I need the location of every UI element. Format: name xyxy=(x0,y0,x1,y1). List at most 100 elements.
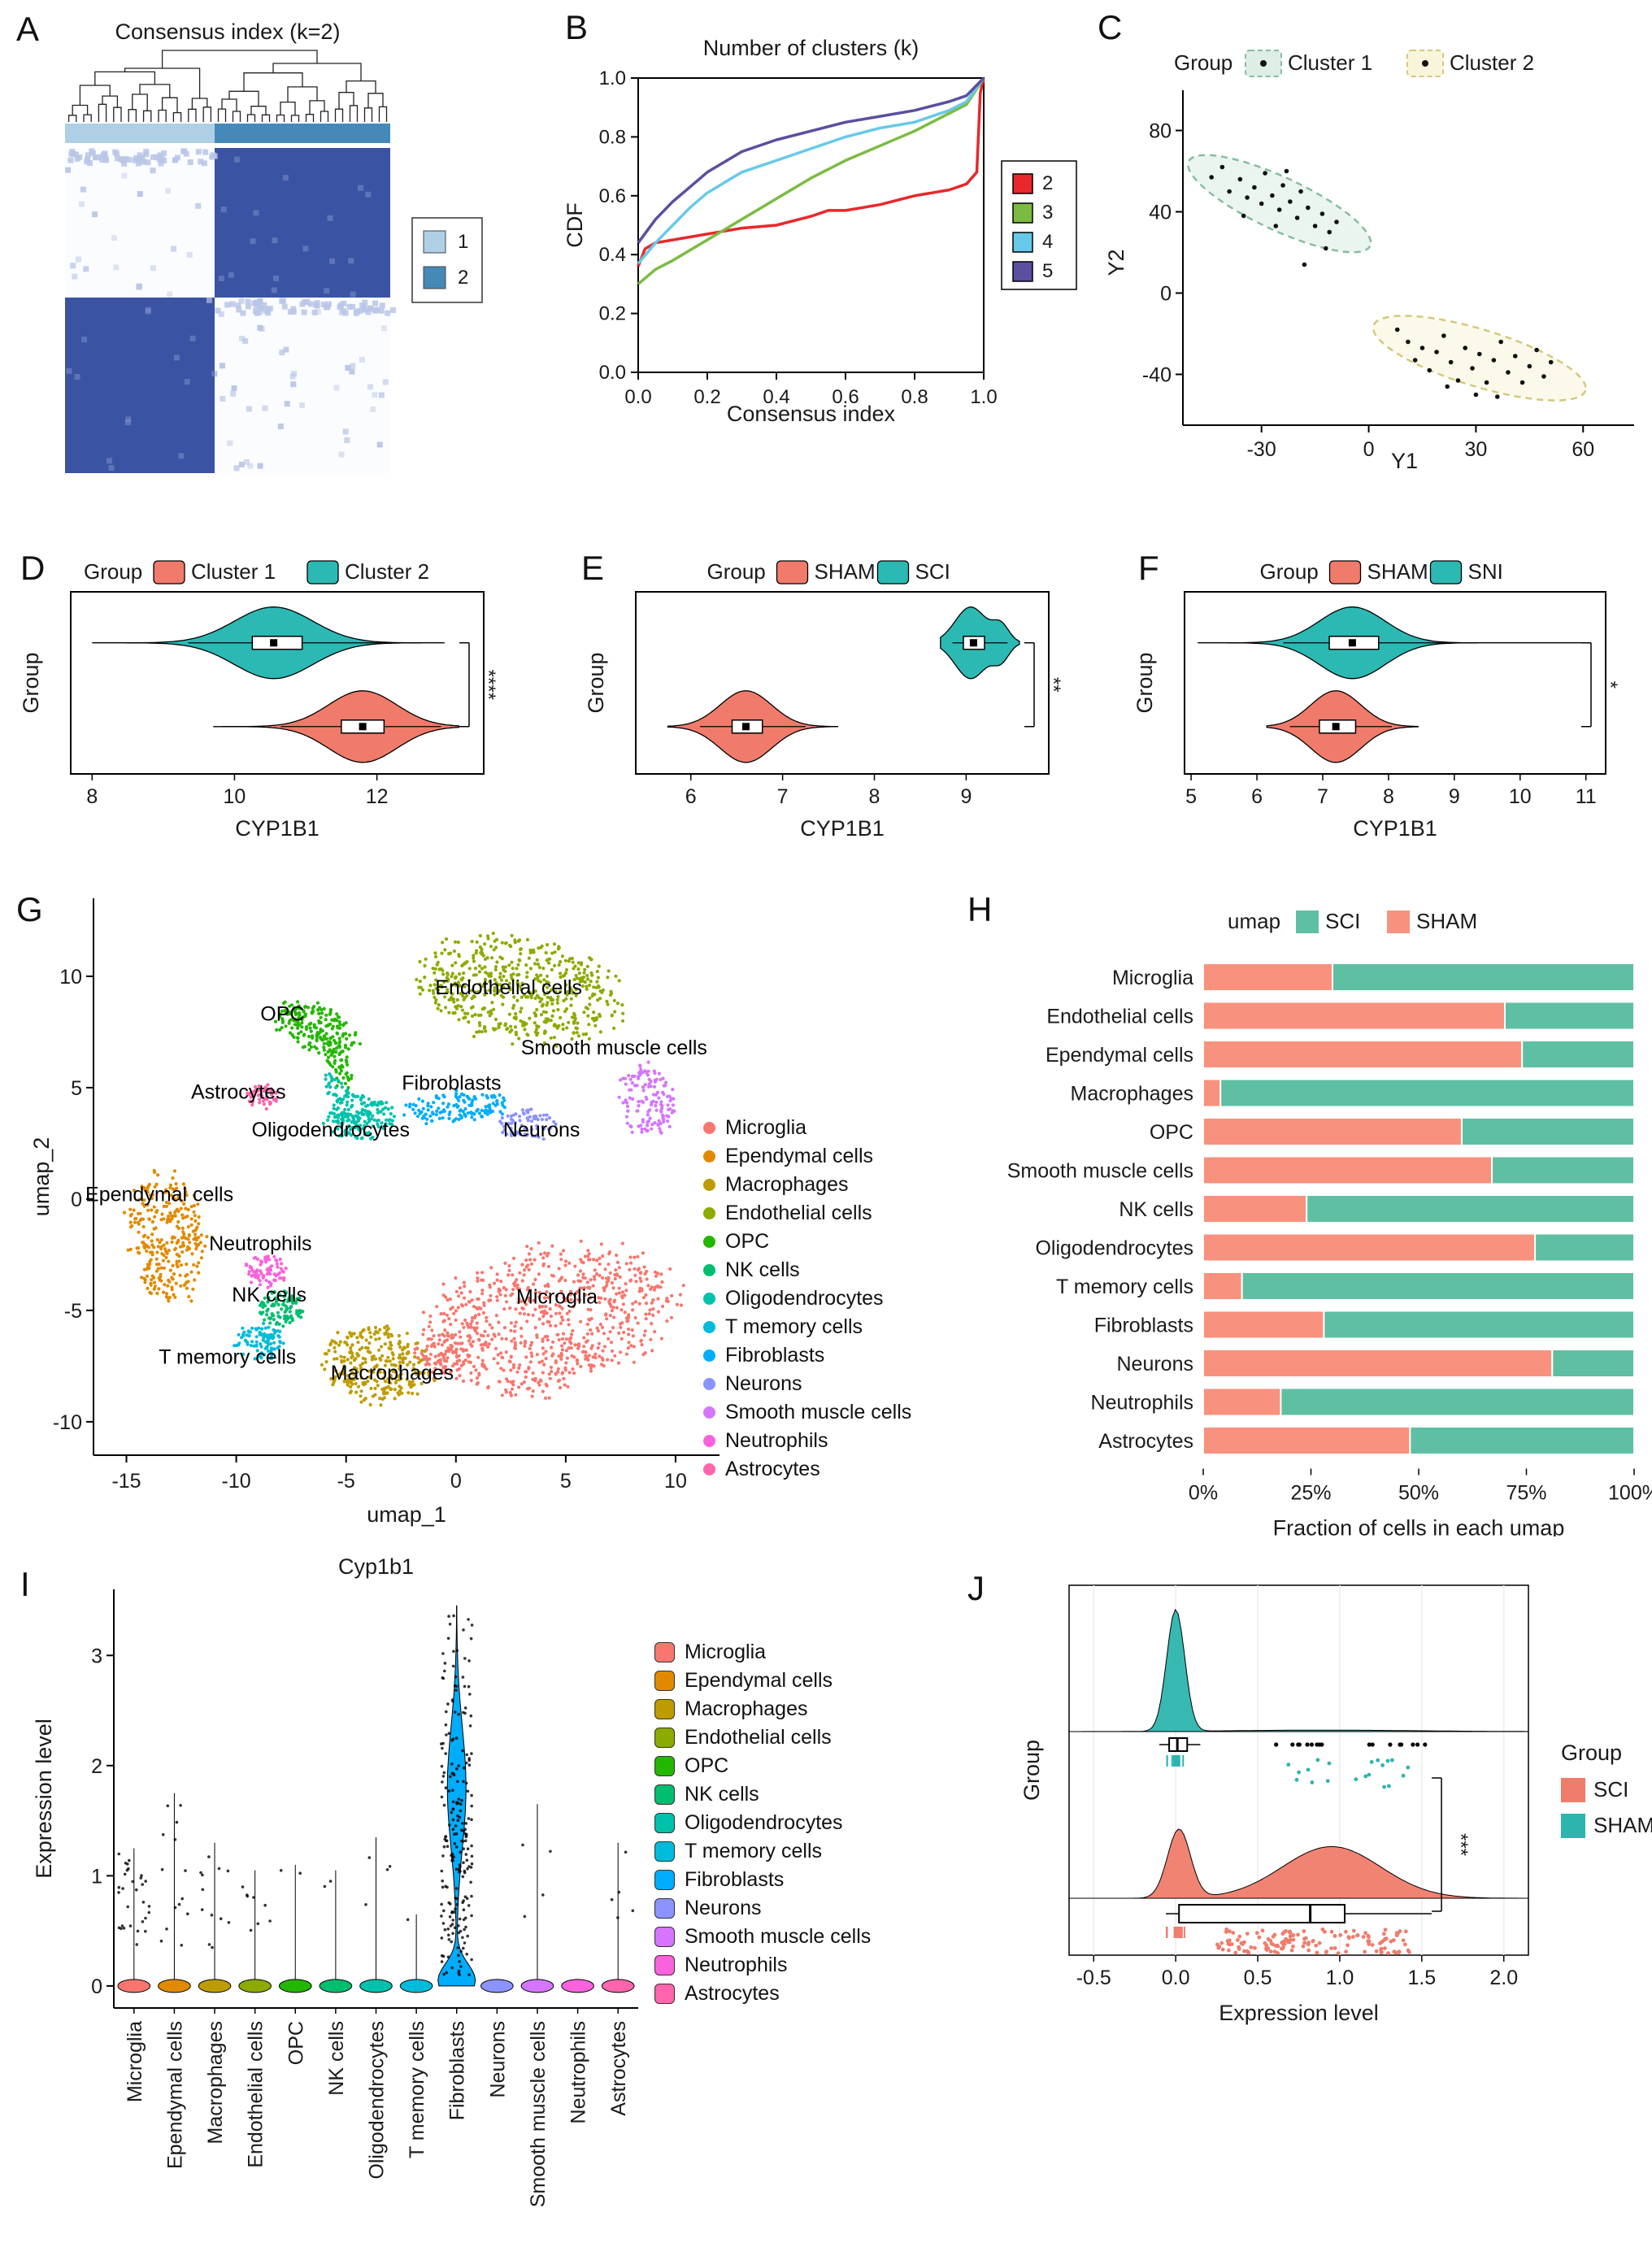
panel-h-stacked-bars: umap SCI SHAM Microglia Endothelial cells Epe… xyxy=(1007,909,1652,1537)
legend-label: Fibroblasts xyxy=(725,1344,825,1367)
panel-g: G -15 -10 -5 0 5 10 -10 -5 0 5 10 umap_1 umap_2 Micro… xyxy=(12,874,955,1536)
svg-text:SHAM: SHAM xyxy=(1416,909,1477,933)
legend-label: Microglia xyxy=(725,1116,807,1139)
umap-legend-item: Smooth muscle cells xyxy=(703,1401,911,1424)
svg-text:Fraction of cells in each umap: Fraction of cells in each umap xyxy=(1273,1516,1565,1537)
svg-text:8: 8 xyxy=(869,785,880,808)
svg-text:30: 30 xyxy=(1464,438,1487,461)
legend-label: Endothelial cells xyxy=(685,1726,832,1749)
legend-label: Endothelial cells xyxy=(725,1202,872,1224)
svg-text:Group: Group xyxy=(585,652,608,713)
svg-text:***: *** xyxy=(1450,1833,1472,1856)
umap-legend-item: Fibroblasts xyxy=(703,1344,911,1367)
legend-label: T memory cells xyxy=(685,1840,823,1862)
panel-d-letter: D xyxy=(20,549,46,587)
svg-text:5: 5 xyxy=(1042,260,1053,282)
svg-text:Group: Group xyxy=(84,559,142,584)
svg-text:Macrophages: Macrophages xyxy=(1071,1083,1193,1106)
panel-g-umap-scatter: -15 -10 -5 0 5 10 -10 -5 0 5 10 umap_1 umap_2 Microgl… xyxy=(29,898,719,1527)
svg-text:80: 80 xyxy=(1149,120,1172,143)
svg-text:SCI: SCI xyxy=(1325,909,1360,933)
legend-label: Smooth muscle cells xyxy=(725,1401,912,1423)
legend-color-chip xyxy=(654,1756,675,1776)
svg-text:1.0: 1.0 xyxy=(970,386,997,408)
svg-text:Macrophages: Macrophages xyxy=(331,1362,454,1384)
legend-color-dot xyxy=(703,1463,715,1476)
svg-text:Cluster 1: Cluster 1 xyxy=(191,559,276,584)
svg-text:Endothelial cells: Endothelial cells xyxy=(435,976,582,999)
svg-text:25%: 25% xyxy=(1290,1482,1331,1505)
svg-text:0.6: 0.6 xyxy=(832,386,859,408)
umap-legend: Microglia Ependymal cells Macrophages Endot… xyxy=(703,1114,911,1484)
violin-legend-item: Neutrophils xyxy=(654,1954,871,1977)
svg-text:2: 2 xyxy=(1042,172,1053,194)
legend-color-dot xyxy=(703,1350,715,1362)
legend-label: T memory cells xyxy=(725,1315,863,1338)
svg-text:Macrophages: Macrophages xyxy=(204,2021,227,2144)
legend-label: OPC xyxy=(725,1230,770,1253)
violin-legend-item: Neurons xyxy=(654,1897,871,1920)
legend-color-dot xyxy=(703,1293,715,1305)
umap-legend-item: Oligodendrocytes xyxy=(703,1287,911,1310)
legend-color-dot xyxy=(703,1236,715,1248)
panel-c-cluster-scatter: Group Cluster 1 Cluster 2 -30 0 30 60 -40 0 40 80 Y… xyxy=(1104,50,1634,473)
legend-color-dot xyxy=(703,1207,715,1219)
svg-text:Group: Group xyxy=(1260,559,1319,584)
svg-text:8: 8 xyxy=(86,785,98,808)
svg-text:1.0: 1.0 xyxy=(1326,1967,1354,1989)
svg-text:T memory cells: T memory cells xyxy=(1056,1276,1193,1298)
svg-text:10: 10 xyxy=(224,785,246,808)
svg-text:*: * xyxy=(1599,681,1621,689)
svg-text:2: 2 xyxy=(91,1755,102,1778)
panel-j-letter: J xyxy=(967,1569,985,1607)
legend-color-chip xyxy=(654,1984,675,2004)
celltype-legend: Microglia Ependymal cells Macrophages Endot… xyxy=(654,1638,871,2008)
svg-text:**: ** xyxy=(1042,677,1064,693)
legend-color-dot xyxy=(703,1150,715,1163)
svg-text:Expression level: Expression level xyxy=(32,1719,56,1879)
svg-text:Ependymal cells: Ependymal cells xyxy=(1046,1044,1193,1067)
svg-text:Number of clusters (k): Number of clusters (k) xyxy=(703,36,919,60)
panel-i: I Cyp1b1 0 1 2 3 Expression level Microglia Epe… xyxy=(12,1549,955,2244)
umap-legend-item: NK cells xyxy=(703,1258,911,1282)
svg-text:6: 6 xyxy=(685,785,697,808)
svg-text:Group: Group xyxy=(1134,652,1157,713)
legend-color-chip xyxy=(654,1955,675,1975)
legend-label: Microglia xyxy=(685,1641,767,1663)
svg-text:6: 6 xyxy=(1251,785,1263,808)
legend-label: Neurons xyxy=(685,1897,762,1919)
violin-legend-item: Ependymal cells xyxy=(654,1669,871,1693)
svg-text:10: 10 xyxy=(59,966,82,989)
svg-text:Expression level: Expression level xyxy=(1219,2001,1379,2025)
violin-legend-item: Fibroblasts xyxy=(654,1868,871,1892)
svg-text:0.4: 0.4 xyxy=(763,386,789,408)
legend-color-chip xyxy=(654,1671,675,1691)
legend-color-dot xyxy=(703,1378,715,1390)
panel-b-cdf-chart: Number of clusters (k) 0.0 0.2 0.4 0.6 0.8 1.0… xyxy=(563,36,1077,426)
panel-i-letter: I xyxy=(20,1565,30,1603)
svg-text:Cyp1b1: Cyp1b1 xyxy=(338,1554,414,1579)
svg-text:-10: -10 xyxy=(222,1470,251,1493)
svg-text:Smooth muscle cells: Smooth muscle cells xyxy=(521,1037,707,1059)
svg-text:Smooth muscle cells: Smooth muscle cells xyxy=(527,2021,550,2207)
svg-text:0.0: 0.0 xyxy=(1162,1967,1190,1989)
svg-text:SHAM: SHAM xyxy=(815,559,876,584)
panel-e-violin-chart: Group SHAM SCI ** 6 7 8 9 CYP1B1 Group xyxy=(585,559,1064,841)
svg-text:SHAM: SHAM xyxy=(1367,559,1428,584)
svg-text:Ependymal cells: Ependymal cells xyxy=(85,1184,233,1206)
svg-text:-15: -15 xyxy=(111,1470,141,1493)
svg-text:60: 60 xyxy=(1572,438,1594,461)
violin-legend-item: Astrocytes xyxy=(654,1982,871,2006)
svg-text:1: 1 xyxy=(91,1865,102,1888)
svg-text:Astrocytes: Astrocytes xyxy=(191,1081,286,1104)
svg-text:9: 9 xyxy=(1449,785,1460,808)
svg-text:-40: -40 xyxy=(1142,364,1172,387)
legend-color-dot xyxy=(703,1435,715,1447)
svg-text:Astrocytes: Astrocytes xyxy=(607,2021,630,2116)
legend-color-chip xyxy=(654,1784,675,1805)
legend-label: OPC xyxy=(685,1754,729,1777)
svg-text:0.6: 0.6 xyxy=(599,185,626,207)
svg-text:0.2: 0.2 xyxy=(599,303,626,325)
panel-j: J *** -0.5 0.0 0.5 1.0 1.5 2.0 Expression level… xyxy=(959,1549,1652,2134)
svg-text:OPC: OPC xyxy=(285,2021,307,2065)
